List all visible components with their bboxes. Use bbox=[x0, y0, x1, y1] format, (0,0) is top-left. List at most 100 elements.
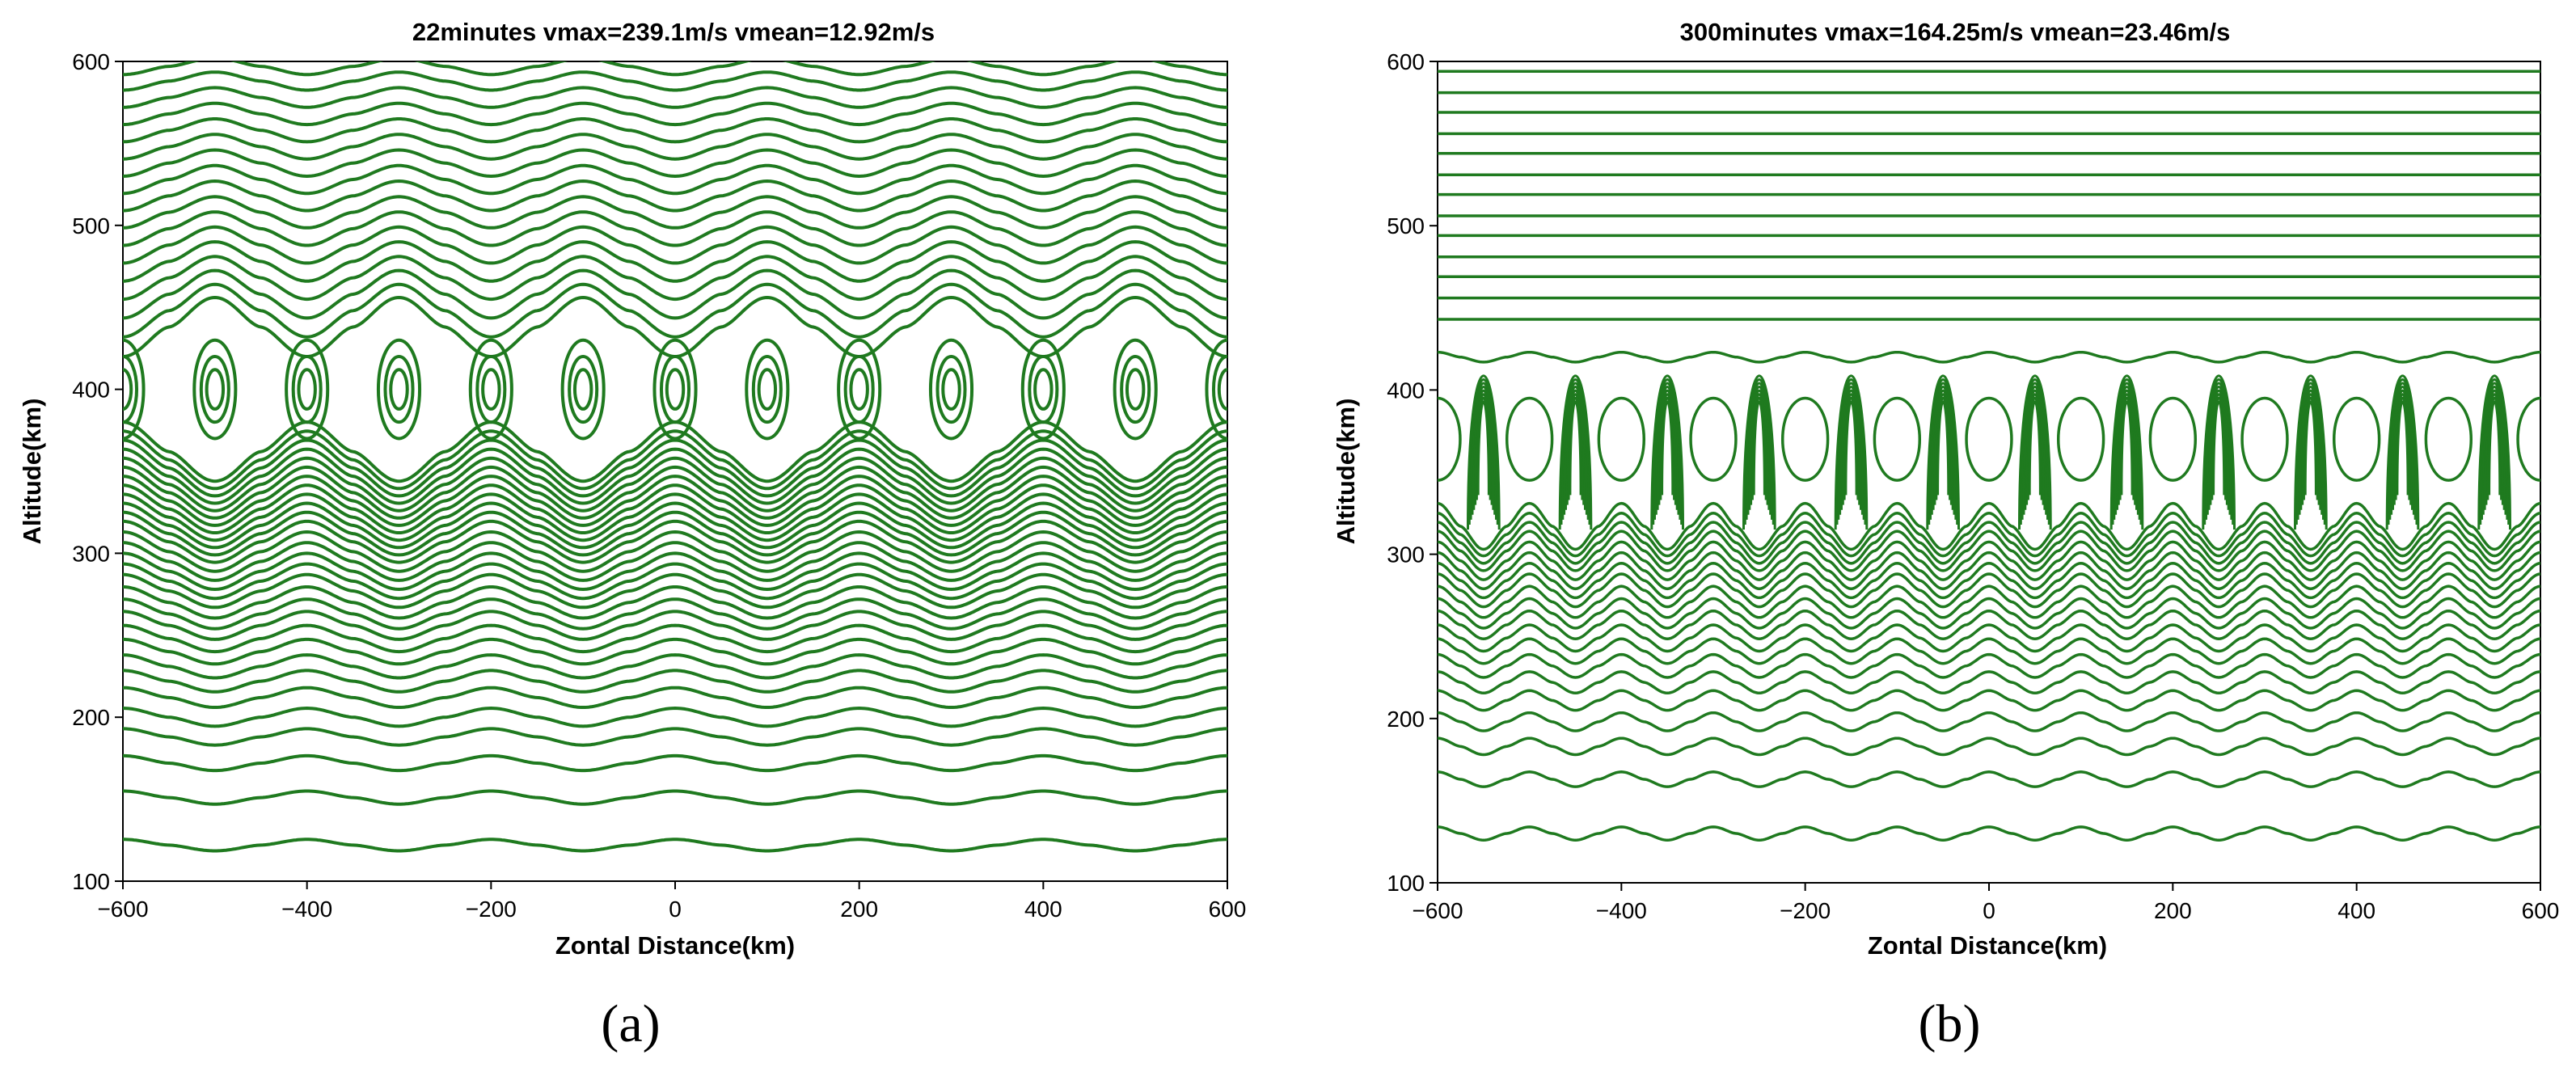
contour-line bbox=[123, 255, 1227, 302]
x-tick-label: 600 bbox=[2522, 898, 2560, 923]
cell-contour bbox=[481, 368, 501, 411]
panel-a-y-axis-label: Altitude(km) bbox=[18, 399, 46, 545]
cell-contour bbox=[2304, 400, 2317, 496]
cell-contour bbox=[205, 368, 226, 411]
cell-contour bbox=[1205, 338, 1227, 441]
contour-line bbox=[123, 210, 1227, 247]
y-tick-label: 600 bbox=[1387, 49, 1425, 74]
contour-line bbox=[1438, 572, 2540, 609]
cell-contour bbox=[1837, 382, 1865, 520]
y-tick-label: 100 bbox=[72, 869, 110, 894]
cell-contour bbox=[751, 355, 783, 424]
cell-contour bbox=[1656, 390, 1679, 510]
cell-contour bbox=[1965, 396, 2013, 482]
panel-b: 300minutes vmax=164.25m/s vmean=23.46m/s… bbox=[1332, 18, 2559, 1053]
panel-b-plot-area: −600 −400 −200 0 200 400 600 100 200 300 400 500 60… bbox=[1387, 49, 2559, 923]
contour-line bbox=[123, 492, 1227, 542]
panel-b-contours bbox=[1438, 70, 2540, 842]
panel-a-contours bbox=[123, 61, 1227, 853]
cell-contour bbox=[2298, 386, 2324, 515]
cell-contour bbox=[1438, 396, 1462, 482]
contour-line bbox=[123, 669, 1227, 694]
cell-contour bbox=[1469, 382, 1497, 520]
cell-contour bbox=[2203, 378, 2235, 525]
cell-contour bbox=[1653, 382, 1682, 520]
y-tick-label: 100 bbox=[1387, 871, 1425, 896]
cell-contour bbox=[1689, 396, 1738, 482]
cell-contour bbox=[1560, 378, 1591, 525]
x-tick-label: −200 bbox=[1780, 898, 1831, 923]
cell-contour bbox=[2479, 378, 2511, 525]
cell-contour bbox=[2028, 400, 2042, 496]
contour-line bbox=[123, 510, 1227, 557]
cell-contour bbox=[123, 355, 139, 424]
cell-contour bbox=[665, 368, 686, 411]
contour-line bbox=[123, 240, 1227, 283]
cell-contour bbox=[1844, 400, 1858, 496]
x-tick-label: 200 bbox=[840, 897, 878, 922]
cell-contour bbox=[1839, 386, 1864, 515]
contour-line bbox=[123, 295, 1227, 359]
cell-contour bbox=[1217, 368, 1227, 411]
cell-contour bbox=[1597, 396, 1646, 482]
panel-a: 22minutes vmax=239.1m/s vmean=12.92m/s −… bbox=[18, 18, 1247, 1053]
x-tick-label: 0 bbox=[669, 897, 682, 922]
panel-b-x-ticks: −600 −400 −200 0 200 400 600 bbox=[1412, 883, 2559, 923]
cell-contour bbox=[2387, 378, 2418, 525]
cell-contour bbox=[475, 355, 507, 424]
cell-contour bbox=[2296, 382, 2325, 520]
panel-b-y-axis-label: Altitude(km) bbox=[1332, 399, 1360, 545]
contour-line bbox=[123, 610, 1227, 641]
contour-line bbox=[1438, 562, 2540, 600]
cell-contour bbox=[1561, 382, 1590, 520]
cell-contour bbox=[2116, 390, 2138, 510]
contour-line bbox=[1438, 652, 2540, 679]
contour-line bbox=[123, 475, 1227, 527]
contour-line bbox=[123, 530, 1227, 573]
cell-contour bbox=[1652, 378, 1683, 525]
cell-contour bbox=[2212, 400, 2226, 496]
cell-contour bbox=[1467, 378, 1499, 525]
contour-line bbox=[123, 585, 1227, 620]
contour-line bbox=[123, 148, 1227, 179]
cell-contour bbox=[1472, 390, 1495, 510]
cell-contour bbox=[291, 355, 323, 424]
cell-contour bbox=[199, 355, 230, 424]
cell-contour bbox=[1211, 355, 1227, 424]
x-tick-label: 200 bbox=[2154, 898, 2192, 923]
contour-line bbox=[123, 637, 1227, 666]
cell-contour bbox=[2299, 390, 2322, 510]
cell-contour bbox=[652, 338, 698, 441]
contour-line bbox=[123, 86, 1227, 109]
cell-contour bbox=[1654, 386, 1680, 515]
cell-contour bbox=[2332, 396, 2381, 482]
contour-line bbox=[1438, 512, 2540, 558]
panel-b-frame bbox=[1437, 61, 2541, 884]
x-tick-label: 600 bbox=[1209, 897, 1247, 922]
cell-contour bbox=[1928, 378, 1959, 525]
cell-contour bbox=[1563, 386, 1588, 515]
contour-line bbox=[1438, 609, 2540, 640]
contour-line bbox=[123, 572, 1227, 610]
contour-line bbox=[1438, 501, 2540, 551]
contour-line bbox=[123, 117, 1227, 144]
contour-line bbox=[123, 195, 1227, 230]
cell-contour bbox=[1748, 390, 1771, 510]
cell-contour bbox=[568, 355, 599, 424]
y-tick-label: 200 bbox=[72, 705, 110, 730]
cell-contour bbox=[2022, 386, 2048, 515]
cell-contour bbox=[285, 338, 330, 441]
contour-line bbox=[123, 789, 1227, 806]
contour-line bbox=[123, 456, 1227, 513]
contour-line bbox=[1438, 530, 2540, 572]
cell-contour bbox=[560, 338, 606, 441]
cell-contour bbox=[1565, 390, 1586, 510]
cell-contour bbox=[1835, 378, 1867, 525]
cell-contour bbox=[1745, 382, 1773, 520]
contour-line bbox=[123, 133, 1227, 161]
contour-line bbox=[123, 225, 1227, 265]
contour-line bbox=[1438, 521, 2540, 565]
contour-line bbox=[1438, 689, 2540, 712]
cell-contour bbox=[2021, 382, 2049, 520]
